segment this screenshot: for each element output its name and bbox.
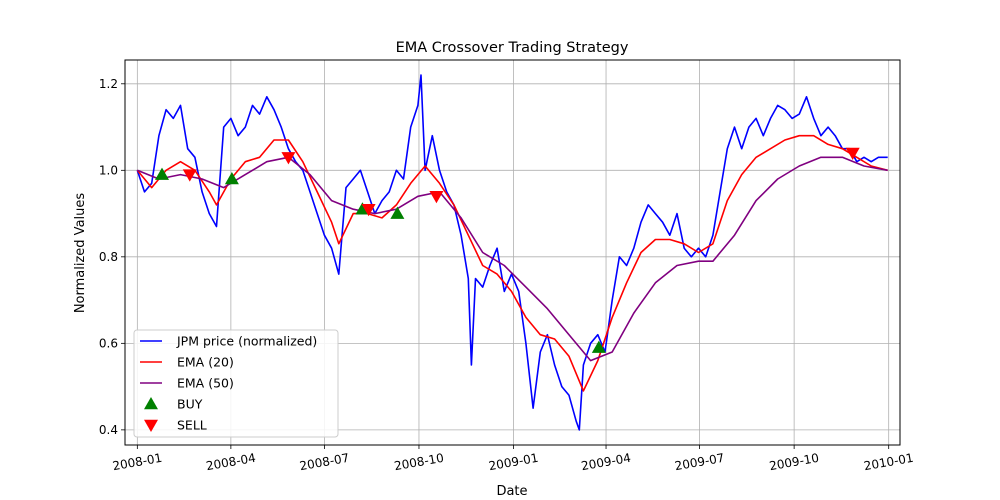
legend-box: [133, 329, 339, 438]
x-tick-label: 2008-10: [393, 451, 445, 473]
sell-marker: [182, 169, 197, 182]
plot-area: [136, 74, 888, 431]
x-axis: 2008-01 2008-04 2008-07 2008-10 2009-01 2009-…: [111, 445, 915, 473]
x-tick-label: 2008-07: [298, 451, 350, 473]
chart-title: EMA Crossover Trading Strategy: [396, 40, 629, 56]
sell-marker: [281, 152, 296, 165]
x-tick-label: 2009-07: [674, 451, 726, 473]
y-axis-label: Normalized Values: [73, 193, 88, 314]
x-tick-label: 2009-10: [768, 451, 820, 473]
legend-entry-sell-swatch: [144, 419, 158, 432]
price-line: [136, 74, 888, 431]
buy-marker: [390, 206, 405, 219]
legend-entry-price-label: JPM price (normalized): [176, 334, 317, 349]
buy-marker: [155, 167, 170, 180]
legend: JPM price (normalized) EMA (20) EMA (50) BU…: [133, 329, 339, 438]
y-axis: 0.4 0.6 0.8 1.0 1.2: [99, 77, 125, 437]
y-tick-label: 1.0: [99, 163, 118, 177]
ema50-line: [137, 156, 888, 362]
sell-marker: [429, 191, 444, 204]
ema20-line: [136, 134, 888, 392]
legend-entry-buy-label: BUY: [177, 397, 203, 412]
x-tick-label: 2009-01: [488, 451, 540, 473]
x-tick-label: 2008-04: [205, 451, 257, 473]
x-axis-label: Date: [496, 484, 527, 499]
sell-marker: [361, 203, 376, 217]
buy-marker: [591, 340, 606, 353]
x-tick-label: 2010-01: [863, 451, 915, 473]
y-tick-label: 0.8: [99, 250, 118, 264]
buy-marker: [224, 171, 239, 185]
y-tick-label: 1.2: [99, 77, 118, 91]
x-tick-label: 2009-04: [580, 451, 632, 473]
legend-entry-ema50-label: EMA (50): [177, 376, 234, 391]
y-tick-label: 0.4: [99, 423, 118, 437]
x-tick-label: 2008-01: [111, 451, 163, 473]
axes-frame: [124, 59, 901, 446]
sell-marker: [845, 147, 860, 161]
y-tick-label: 0.6: [99, 336, 118, 350]
legend-entry-buy-swatch: [144, 397, 158, 410]
legend-entry-sell-label: SELL: [177, 418, 207, 433]
legend-entry-ema20-label: EMA (20): [177, 355, 234, 370]
